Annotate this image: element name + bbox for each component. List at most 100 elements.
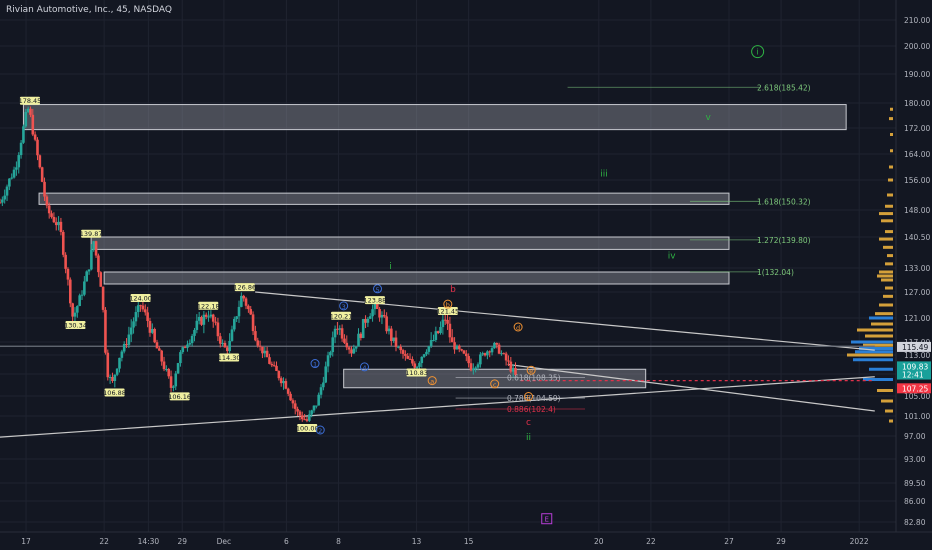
price-label-box (169, 392, 190, 401)
candle-body (43, 181, 46, 197)
candle-body (31, 114, 35, 135)
candle-body (99, 272, 103, 287)
candle-body (188, 343, 192, 345)
volume-bar (879, 303, 893, 307)
candle-body (479, 354, 482, 365)
candle-body (476, 364, 480, 368)
x-tick-label: 14:30 (138, 537, 160, 546)
y-tick-label: 89.50 (904, 479, 926, 488)
candle-body (104, 309, 107, 353)
price-label-box (406, 368, 427, 377)
candle-body (298, 411, 302, 416)
candle-body (380, 314, 384, 318)
wave-label: ii (526, 433, 531, 443)
fib-label: 1.618(150.32) (757, 197, 811, 206)
candle-body (160, 350, 163, 362)
candle-body (244, 298, 248, 306)
candle-body (216, 322, 220, 337)
candle-body (97, 255, 100, 273)
candle-body (38, 155, 42, 168)
candle-body (291, 400, 295, 404)
price-label-box (65, 321, 86, 329)
axis-price-tag (897, 383, 931, 394)
candle-body (460, 349, 463, 351)
resistance-zone (22, 104, 847, 131)
x-tick-label: 29 (776, 537, 786, 546)
x-tick-label: 22 (99, 537, 109, 546)
candle-body (176, 363, 180, 374)
candle-body (143, 309, 147, 313)
candle-body (146, 312, 149, 321)
wave-label: c (493, 381, 497, 389)
wave-label: 2 (318, 427, 322, 435)
wave-label-circle (751, 45, 765, 59)
volume-bar (847, 353, 893, 357)
volume-bar (863, 378, 893, 381)
candle-body (326, 355, 330, 367)
candle-body (387, 328, 391, 332)
volume-bar (877, 274, 893, 278)
candle-body (240, 295, 243, 307)
candle-body (277, 370, 281, 379)
candle-body (237, 306, 241, 317)
candle-body (101, 286, 105, 310)
candle-body (350, 349, 353, 354)
fib-label: 0.786(104.59) (507, 394, 561, 403)
candle-body (490, 348, 494, 353)
price-label: 106.16 (168, 393, 191, 401)
candle-body (151, 328, 154, 333)
candle-body (436, 331, 440, 334)
candle-body (347, 347, 351, 350)
trendline (255, 291, 875, 351)
candle-body (200, 316, 203, 325)
x-tick-label: Dec (217, 537, 232, 546)
candle-body (331, 337, 335, 353)
candle-body (345, 342, 349, 348)
wave-label-circle (427, 376, 437, 386)
y-tick-label: 101.00 (904, 412, 930, 421)
volume-bar (879, 270, 893, 274)
candle-body (324, 366, 328, 383)
candle-body (293, 403, 297, 409)
volume-bar (855, 350, 893, 354)
volume-bar (887, 254, 893, 258)
axis-price-tag (897, 369, 931, 380)
candle-body (78, 295, 81, 307)
candle-body (80, 294, 84, 296)
candle-body (474, 367, 477, 369)
price-label-box (104, 388, 125, 397)
candle-body (54, 222, 58, 226)
candle-body (50, 213, 53, 217)
event-marker: E (545, 516, 549, 524)
candle-body (425, 351, 428, 355)
volume-bar (885, 230, 893, 234)
candle-body (300, 415, 304, 420)
candle-body (29, 108, 32, 115)
candle-body (73, 312, 77, 317)
candle-body (251, 314, 255, 332)
candle-body (371, 309, 374, 317)
candle-body (308, 414, 311, 421)
candle-body (310, 410, 313, 415)
price-label: 114.30 (218, 354, 241, 362)
candle-body (12, 169, 16, 178)
candle-body (422, 354, 426, 357)
candle-body (71, 303, 74, 317)
x-tick-label: 13 (412, 537, 422, 546)
resistance-zone (38, 192, 730, 205)
price-label: 124.00 (129, 295, 152, 303)
volume-bar (865, 334, 893, 338)
candle-body (338, 328, 342, 330)
candle-body (275, 365, 278, 371)
volume-bar (885, 409, 893, 413)
wave-label-circle (524, 392, 534, 401)
axis-price-tag (897, 341, 931, 352)
candle-body (329, 352, 332, 356)
y-tick-label: 190.00 (904, 70, 930, 79)
y-tick-label: 140.50 (904, 233, 930, 242)
candle-body (59, 221, 63, 232)
candle-body (420, 356, 424, 364)
candle-body (190, 335, 194, 344)
candle-body (136, 305, 140, 313)
